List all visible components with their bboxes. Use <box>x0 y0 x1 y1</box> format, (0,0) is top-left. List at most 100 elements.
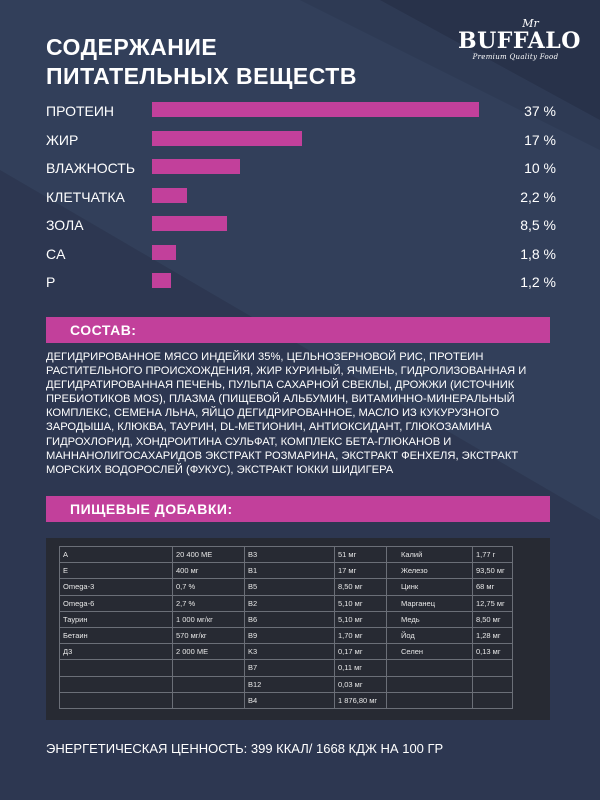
table-row: Бетаин 570 мг/кг B9 1,70 мг Йод 1,28 мг <box>59 626 513 645</box>
title-line-2: питательных веществ <box>46 63 357 89</box>
additive-amount <box>472 659 513 677</box>
table-row: Д3 2 000 МЕ K3 0,17 мг Селен 0,13 мг <box>59 643 513 661</box>
table-row: B4 1 876,80 мг <box>59 691 513 709</box>
nutrient-label: ВЛАЖНОСТЬ <box>46 160 136 176</box>
table-row: E 400 мг B1 17 мг Железо 93,50 мг <box>59 562 513 580</box>
additive-name: B2 <box>244 594 335 612</box>
nutrient-row-ash: ЗОЛА 8,5 % <box>46 214 556 243</box>
additive-name: Omega-3 <box>59 578 173 596</box>
nutrient-value: 2,2 % <box>520 188 556 205</box>
additive-name: B6 <box>244 610 335 628</box>
nutrient-row-calcium: CA 1,8 % <box>46 243 556 272</box>
logo-tagline: Premium Quality Food <box>472 53 559 61</box>
nutrient-bar <box>152 244 176 260</box>
brand-logo: Mr BUFFALO Premium Quality Food <box>458 18 581 73</box>
additive-amount: 2 000 МЕ <box>172 643 245 661</box>
table-row: Omega-3 0,7 % B5 8,50 мг Цинк 68 мг <box>59 578 513 596</box>
additive-amount: 12,75 мг <box>472 594 513 612</box>
nutrient-row-moisture: ВЛАЖНОСТЬ 10 % <box>46 157 556 186</box>
nutrient-bar <box>152 187 188 203</box>
additive-amount: 400 мг <box>172 562 245 580</box>
composition-heading: СОСТАВ: <box>46 317 550 343</box>
table-row: Omega-6 2,7 % B2 5,10 мг Марганец 12,75 мг <box>59 594 513 612</box>
additive-name: Таурин <box>59 610 173 628</box>
additive-amount: 20 400 МЕ <box>172 545 245 564</box>
nutrient-chart: ПРОТЕИН 37 % ЖИР 17 % ВЛАЖНОСТЬ 10 % КЛЕ… <box>46 100 556 300</box>
additives-panel: A 20 400 МЕ B3 51 мг Калий 1,77 г E 400 мг B1 17 … <box>46 538 550 720</box>
additive-amount: 0,7 % <box>172 578 245 596</box>
nutrient-value: 10 % <box>524 160 556 176</box>
additive-name: Марганец <box>386 594 473 612</box>
additive-name <box>59 675 173 693</box>
additive-amount: 68 мг <box>472 578 513 596</box>
additive-name: Omega-6 <box>59 594 173 612</box>
nutrient-bar <box>152 159 241 174</box>
additive-amount <box>472 675 513 693</box>
nutrient-value: 8,5 % <box>520 217 556 233</box>
additive-amount: 1 000 мг/кг <box>172 610 245 628</box>
additive-name: B3 <box>244 545 335 564</box>
additive-name: Железо <box>386 562 473 580</box>
nutrient-label: ЖИР <box>46 131 79 148</box>
additive-amount: 0,13 мг <box>472 643 513 661</box>
additive-amount: 93,50 мг <box>472 562 513 580</box>
additive-name <box>59 659 173 677</box>
additive-name <box>386 659 473 677</box>
additive-name: E <box>59 562 173 580</box>
nutrient-label: КЛЕТЧАТКА <box>46 188 125 205</box>
additive-amount: 2,7 % <box>172 594 245 612</box>
nutrient-label: P <box>46 274 56 290</box>
additive-amount: 1 876,80 мг <box>334 691 387 709</box>
additive-amount: 8,50 мг <box>334 578 387 596</box>
energy-value: ЭНЕРГЕТИЧЕСКАЯ ЦЕННОСТЬ: 399 ККАЛ/ 1668 … <box>46 741 444 756</box>
table-row: B12 0,03 мг <box>59 675 513 693</box>
nutrient-bar <box>152 102 479 117</box>
table-row: Таурин 1 000 мг/кг B6 5,10 мг Медь 8,50 мг <box>59 610 513 628</box>
additive-name: B1 <box>244 562 335 580</box>
additive-name: B4 <box>244 691 335 709</box>
additive-name: B12 <box>244 675 335 693</box>
logo-name: BUFFALO <box>458 28 581 54</box>
nutrient-value: 1,2 % <box>520 274 556 290</box>
additive-amount <box>172 691 245 709</box>
nutrient-bar <box>152 216 228 231</box>
nutrient-bar <box>152 273 172 288</box>
nutrient-value: 1,8 % <box>520 245 556 262</box>
additives-table: A 20 400 МЕ B3 51 мг Калий 1,77 г E 400 мг B1 17 … <box>59 545 513 709</box>
additive-name: Бетаин <box>59 626 173 645</box>
table-row: A 20 400 МЕ B3 51 мг Калий 1,77 г <box>59 545 513 564</box>
additive-amount: 1,70 мг <box>334 626 387 645</box>
additive-amount <box>472 691 513 709</box>
nutrient-label: CA <box>46 245 66 262</box>
additive-amount: 5,10 мг <box>334 610 387 628</box>
nutrient-label: ПРОТЕИН <box>46 103 115 119</box>
additive-name: Калий <box>386 545 473 564</box>
nutrient-row-phosphorus: P 1,2 % <box>46 271 556 300</box>
additive-name: K3 <box>244 643 335 661</box>
additive-amount: 0,11 мг <box>334 659 387 677</box>
additive-name: Селен <box>386 643 473 661</box>
nutrient-row-protein: ПРОТЕИН 37 % <box>46 100 556 129</box>
additive-name: Медь <box>386 610 473 628</box>
additive-amount <box>172 675 245 693</box>
additives-table-body: A 20 400 МЕ B3 51 мг Калий 1,77 г E 400 мг B1 17 … <box>59 545 513 709</box>
additives-heading-text: ПИЩЕВЫЕ ДОБАВКИ: <box>70 501 233 517</box>
page-title: Содержание питательных веществ <box>46 33 357 91</box>
additive-name: A <box>59 545 173 564</box>
additive-name: Йод <box>386 626 473 645</box>
nutrient-bar <box>152 130 303 146</box>
additives-heading: ПИЩЕВЫЕ ДОБАВКИ: <box>46 496 550 522</box>
title-line-1: Содержание <box>46 34 218 60</box>
table-row: B7 0,11 мг <box>59 659 513 677</box>
additive-name <box>386 675 473 693</box>
additive-amount: 1,28 мг <box>472 626 513 645</box>
nutrient-row-fiber: КЛЕТЧАТКА 2,2 % <box>46 186 556 215</box>
nutrient-value: 17 % <box>524 131 556 148</box>
nutrient-row-fat: ЖИР 17 % <box>46 129 556 158</box>
additive-name <box>386 691 473 709</box>
additive-amount: 17 мг <box>334 562 387 580</box>
additive-amount: 0,17 мг <box>334 643 387 661</box>
additive-name: B9 <box>244 626 335 645</box>
additive-amount: 570 мг/кг <box>172 626 245 645</box>
composition-heading-text: СОСТАВ: <box>70 322 137 338</box>
